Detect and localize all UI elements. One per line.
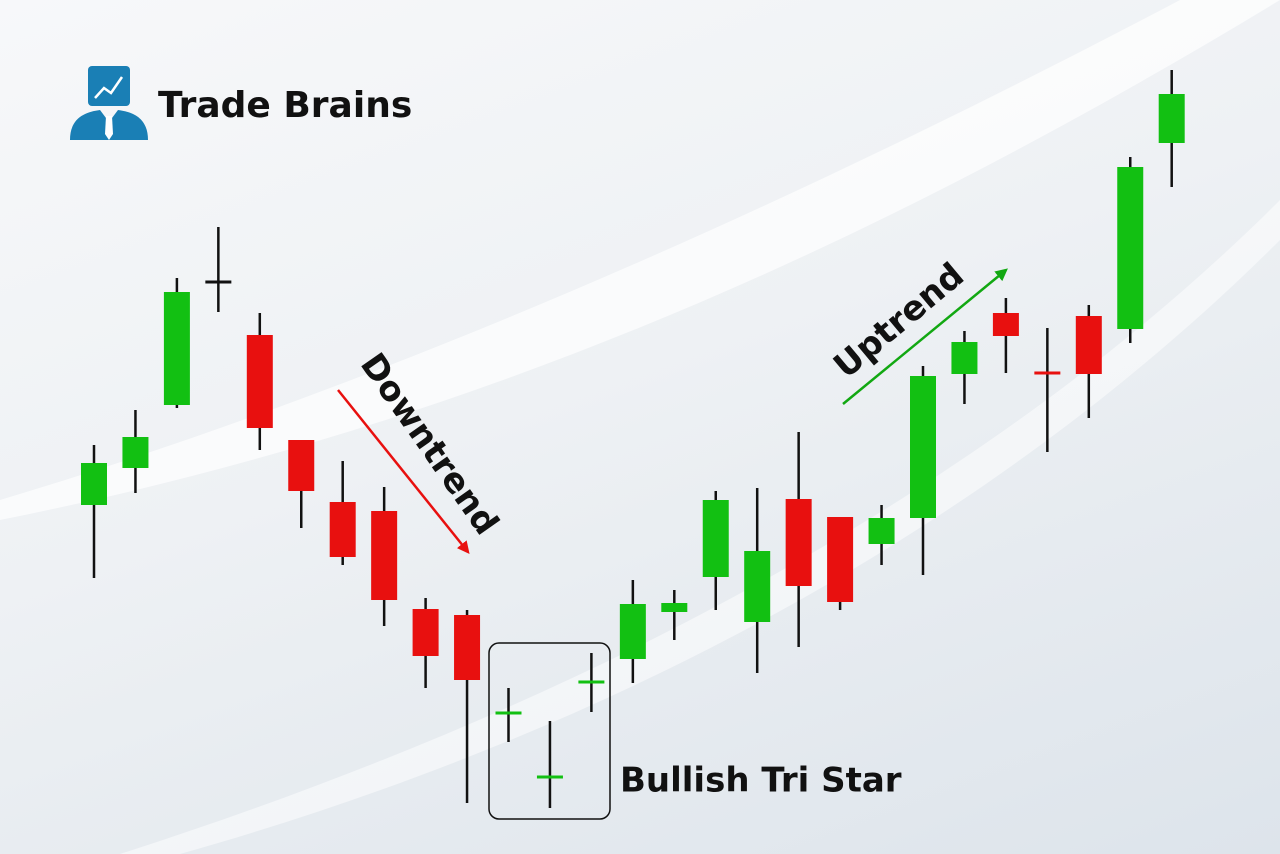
candle-body	[288, 440, 315, 491]
candle-body	[1158, 94, 1185, 143]
annotation: Bullish Tri Star	[620, 761, 902, 801]
candle-body	[454, 615, 481, 680]
logo: Trade Brains	[70, 66, 412, 140]
candle-body	[371, 511, 398, 600]
logo-icon	[94, 76, 124, 99]
candle-body	[910, 376, 936, 518]
candle-body	[785, 499, 812, 586]
logo-icon	[105, 116, 113, 140]
candle-body	[1075, 316, 1102, 374]
candle-body	[163, 292, 190, 405]
candle-body	[1117, 167, 1144, 329]
candle-body	[412, 609, 439, 656]
candle-body	[702, 500, 729, 577]
candle-body	[992, 313, 1019, 336]
candle-body	[246, 335, 273, 428]
candle-body	[951, 342, 978, 374]
logo-icon	[88, 66, 130, 106]
candle-body	[619, 604, 646, 659]
pattern-box	[488, 642, 611, 820]
candle-body	[661, 603, 688, 612]
candle-body	[81, 463, 107, 505]
bg-arc	[0, 0, 1280, 520]
candle-body	[868, 518, 895, 544]
arrow	[842, 268, 1008, 405]
annotation: Uptrend	[826, 255, 972, 386]
logo-text: Trade Brains	[158, 85, 412, 126]
candle-body	[744, 551, 771, 622]
candle-body	[122, 437, 149, 468]
candle-body	[329, 502, 356, 557]
arrow	[337, 389, 470, 554]
candle-body	[827, 517, 854, 602]
